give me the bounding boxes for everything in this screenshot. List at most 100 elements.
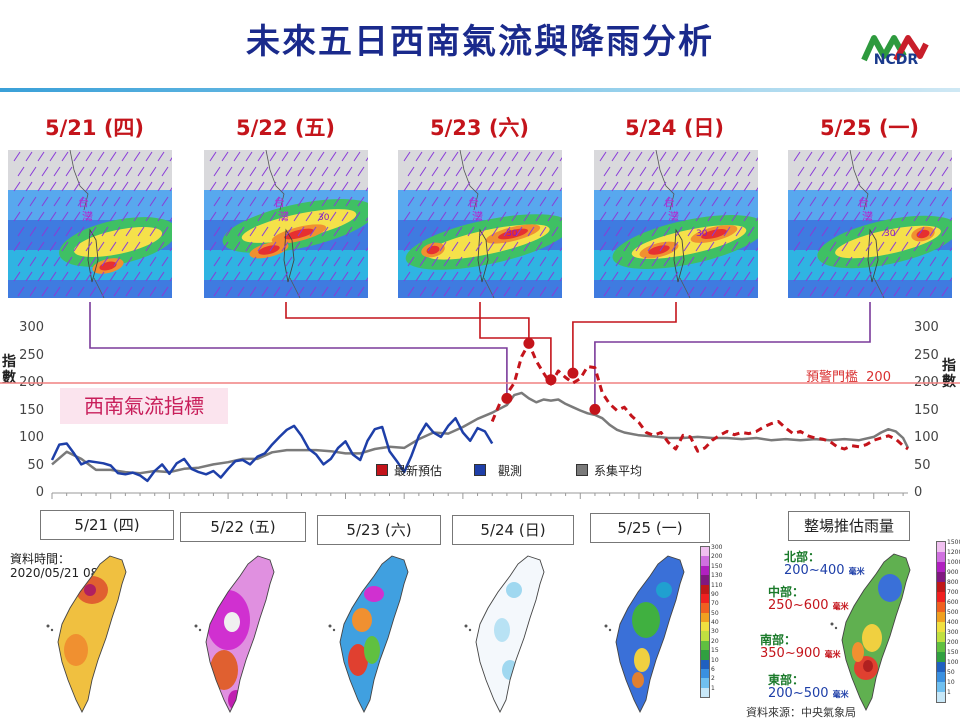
colorbar-segment <box>937 582 945 592</box>
colorbar-segment <box>937 552 945 562</box>
legend-forecast: 最新預估 <box>376 462 442 479</box>
colorbar-tick: 70 <box>711 600 719 608</box>
legend-ensemble: 系集平均 <box>576 462 642 479</box>
colorbar-tick: 900 <box>947 569 959 576</box>
rain-map-0524 <box>458 550 568 724</box>
colorbar-segment <box>701 631 709 641</box>
colorbar-segment <box>937 632 945 642</box>
y-tick-left: 50 <box>27 457 44 473</box>
colorbar-tick: 300 <box>711 544 723 551</box>
region-south-range: 350~900 <box>760 646 821 661</box>
day-label-0523: 5/23 (六) <box>430 116 530 140</box>
colorbar-tick: 2 <box>711 675 715 683</box>
colorbar-tick: 1 <box>947 689 951 696</box>
taiwan-outline <box>615 555 685 714</box>
region-north-label: 北部： <box>784 550 821 564</box>
map-label-taiwan: 灣 <box>472 210 483 223</box>
forecast-marker <box>567 367 579 379</box>
colorbar-segment <box>937 542 945 552</box>
y-tick-left: 300 <box>19 320 44 335</box>
rain-day-box-0524: 5/24 (日) <box>452 515 574 545</box>
colorbar-tick: 50 <box>947 669 955 676</box>
colorbar-bar <box>700 546 710 698</box>
rain-blob <box>863 660 873 672</box>
data-time-value: 2020/05/21 08:00 <box>10 566 118 580</box>
colorbar-segment <box>701 584 709 594</box>
forecast-marker <box>501 392 513 404</box>
threshold-text: 預警門檻 <box>806 370 859 385</box>
map-label-taiwan: 台 <box>274 195 285 209</box>
contour-label: 30 <box>696 229 708 239</box>
colorbar-segment <box>701 603 709 613</box>
legend-text-ensemble: 系集平均 <box>594 464 643 478</box>
colorbar-tick: 10 <box>711 656 719 664</box>
legend-swatch-observed <box>474 464 486 476</box>
rain-blob <box>210 650 238 690</box>
colorbar-segment <box>937 692 945 702</box>
map-label-taiwan: 灣 <box>668 210 679 223</box>
colorbar-tick: 15 <box>711 647 719 655</box>
colorbar-tick: 500 <box>947 609 959 616</box>
rain-blob <box>506 582 522 598</box>
taiwan-outline <box>205 555 275 714</box>
region-central-unit: 毫米 <box>832 602 849 611</box>
map-label-taiwan: 台 <box>858 195 869 209</box>
data-time: 資料時間： 2020/05/21 08:00 <box>10 552 118 580</box>
region-east-unit: 毫米 <box>832 690 849 699</box>
colorbar-tick: 200 <box>711 553 723 561</box>
colorbar-tick: 1500 <box>947 539 960 546</box>
colorbar-tick: 110 <box>711 581 723 589</box>
colorbar-segment <box>937 622 945 632</box>
colorbar-segment <box>701 565 709 576</box>
legend-observed: 觀測 <box>474 462 522 479</box>
header-divider <box>0 88 960 92</box>
map-label-taiwan: 灣 <box>862 210 873 223</box>
rain-day-box-0522: 5/22 (五) <box>180 512 306 542</box>
rain-blob <box>862 624 882 652</box>
colorbar-tick: 90 <box>711 590 719 598</box>
colorbar-segment <box>701 622 709 632</box>
rain-map-total <box>824 548 934 722</box>
colorbar-bar <box>936 541 946 703</box>
colorbar-tick: 10 <box>947 679 955 686</box>
weather-map-0522: 台灣 30 <box>204 150 368 298</box>
colorbar-segment <box>701 612 709 622</box>
colorbar-tick: 800 <box>947 579 959 586</box>
rain-day-box-0525: 5/25 (一) <box>590 513 710 543</box>
connector-line <box>89 302 508 399</box>
colorbar-segment <box>701 678 709 688</box>
colorbar-segment <box>937 682 945 692</box>
colorbar-tick: 700 <box>947 589 959 596</box>
colorbar-segment <box>937 652 945 662</box>
region-east-label: 東部： <box>768 673 805 687</box>
colorbar-tick: 40 <box>711 619 719 626</box>
colorbar-tick: 30 <box>711 628 719 636</box>
weather-map-0524: 台灣 30 <box>594 150 758 298</box>
connector-line <box>594 302 871 410</box>
colorbar-segment <box>701 650 709 660</box>
region-north-range: 200~400 <box>784 563 845 578</box>
colorbar-tick: 400 <box>947 619 959 626</box>
rain-blob <box>352 608 372 632</box>
rain-blob <box>656 582 672 598</box>
rain-day-box-0521: 5/21 (四) <box>40 510 174 540</box>
y-tick-left: 150 <box>19 402 44 418</box>
y-tick-right: 100 <box>914 430 939 445</box>
y-axis-label-right: 指數 <box>942 358 956 390</box>
southwest-index-label: 西南氣流指標 <box>60 388 228 424</box>
contour-label: 30 <box>318 213 330 223</box>
rain-blob <box>364 586 384 602</box>
map-label-taiwan: 台 <box>78 195 89 209</box>
rain-blob <box>364 636 380 664</box>
colorbar-segment <box>701 659 709 669</box>
colorbar-segment <box>937 672 945 682</box>
map-label-taiwan: 台 <box>664 195 675 209</box>
colorbar-tick: 300 <box>947 629 959 636</box>
y-tick-right: 150 <box>914 402 939 418</box>
connector-line <box>572 302 677 374</box>
rain-day-box-0523: 5/23 (六) <box>317 515 441 545</box>
region-central-label: 中部： <box>768 585 805 599</box>
contour-label: 30 <box>884 229 896 239</box>
taiwan-outline <box>339 555 409 714</box>
rain-blob <box>98 692 110 708</box>
